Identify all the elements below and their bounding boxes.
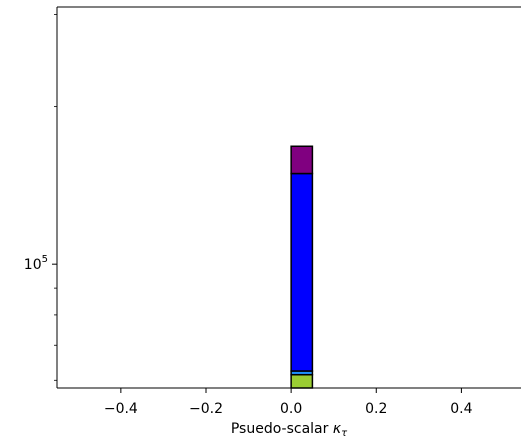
plot-area — [57, 7, 521, 388]
bar-segment-3 — [290, 172, 314, 372]
bar-segment-1 — [290, 373, 314, 389]
x-tick-label-4: 0.4 — [450, 401, 472, 417]
bar-segment-4 — [290, 145, 314, 175]
x-tick-label-1: −0.2 — [189, 401, 223, 417]
plot-background — [57, 7, 521, 388]
x-tick-label-3: 0.2 — [365, 401, 387, 417]
x-tick-label-2: 0.0 — [280, 401, 302, 417]
bar-stack — [290, 145, 314, 389]
x-axis-ticks: −0.4 −0.2 0.0 0.2 0.4 — [104, 388, 473, 417]
y-tick-label-0: 105 — [24, 254, 48, 273]
x-tick-label-0: −0.4 — [104, 401, 138, 417]
x-axis-label: Psuedo-scalar κτ — [231, 421, 348, 439]
axes — [56, 6, 521, 389]
y-axis-ticks: 105 — [24, 14, 57, 381]
